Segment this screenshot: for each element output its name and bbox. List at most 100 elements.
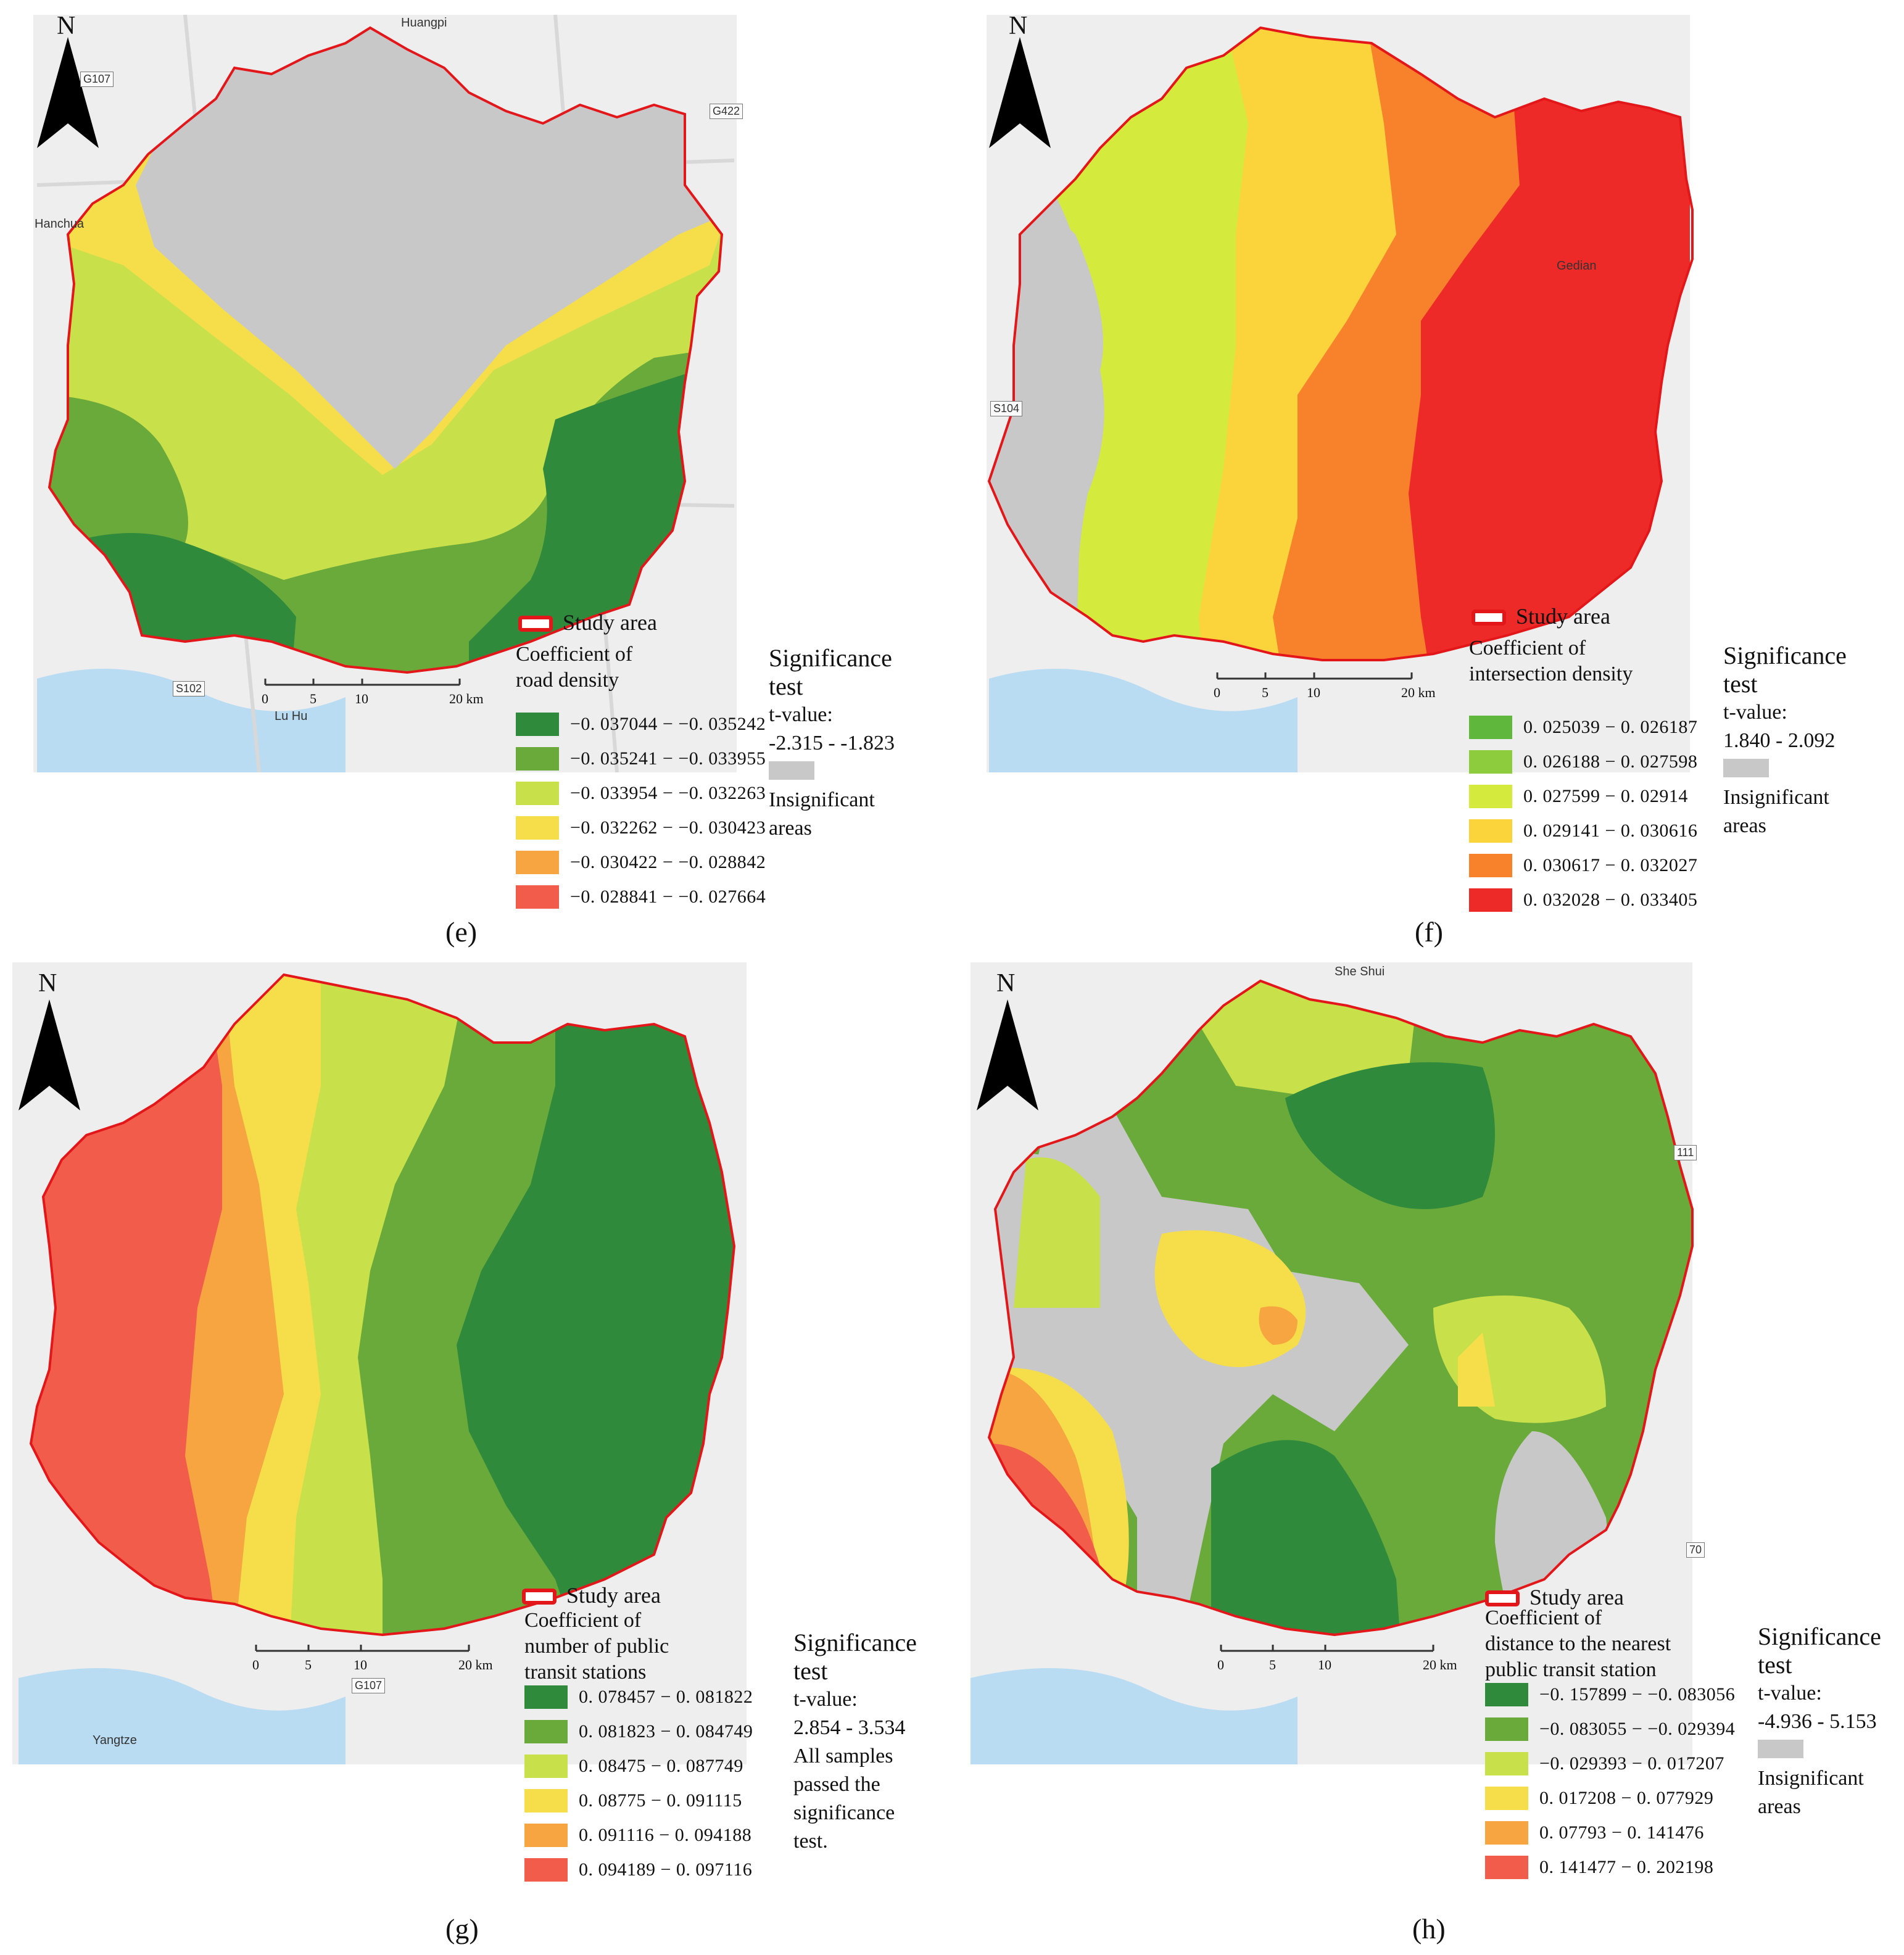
north-arrow-icon	[37, 37, 99, 148]
legend-title: Coefficient of intersection density	[1469, 637, 1633, 685]
t-value-range: -4.936 - 5.153	[1758, 1710, 1877, 1733]
legend-swatch	[1469, 888, 1512, 912]
legend-label: 0. 07793 − 0. 141476	[1539, 1822, 1704, 1843]
study-area-label: Study area	[1529, 1585, 1624, 1610]
study-area-swatch	[518, 616, 553, 632]
legend-label: 0. 032028 − 0. 033405	[1523, 890, 1698, 910]
study-area-label: Study area	[566, 1583, 661, 1608]
legend-label: 0. 025039 − 0. 026187	[1523, 717, 1698, 737]
road-shield: S102	[173, 681, 205, 696]
scale-tick-20: 20 km	[1423, 1657, 1457, 1672]
legend-swatch	[524, 1789, 568, 1812]
legend-label: 0. 027599 − 0. 02914	[1523, 786, 1688, 806]
place-label: Huangpi	[401, 16, 447, 30]
significance-test: Significance test t-value: 1.840 - 2.092…	[1723, 642, 1847, 840]
legend-label: 0. 026188 − 0. 027598	[1523, 751, 1698, 772]
legend-title: Coefficient of number of public transit …	[524, 1609, 669, 1684]
legend-label: −0. 035241 − −0. 033955	[570, 748, 766, 769]
legend-swatch	[516, 747, 559, 771]
legend-label: −0. 032262 − −0. 030423	[570, 817, 766, 838]
legend-swatch	[1469, 716, 1512, 739]
insignificant-swatch	[1758, 1740, 1803, 1758]
legend-label: −0. 157899 − −0. 083056	[1539, 1684, 1736, 1705]
insignificant-swatch	[1723, 759, 1769, 777]
scale-tick-5: 5	[1269, 1657, 1276, 1672]
insignificant-label: Insignificant areas	[1758, 1767, 1864, 1818]
legend-swatch	[516, 851, 559, 874]
legend-label: 0. 08775 − 0. 091115	[579, 1790, 742, 1811]
north-arrow-icon	[989, 37, 1051, 148]
legend-label: 0. 141477 − 0. 202198	[1539, 1857, 1714, 1877]
scale-tick-20: 20 km	[458, 1657, 493, 1672]
scale-bar	[264, 679, 461, 686]
scale-tick-10: 10	[1307, 685, 1320, 700]
place-label: She Shui	[1335, 965, 1385, 978]
legend-title: Coefficient of road density	[516, 643, 633, 692]
t-value-label: t-value:	[1723, 701, 1787, 724]
study-area-swatch	[1485, 1590, 1520, 1606]
scale-tick-5: 5	[1262, 685, 1269, 700]
north-label: N	[1009, 12, 1028, 40]
significance-label: Significance test	[1723, 642, 1847, 698]
place-label: Gedian	[1557, 259, 1597, 273]
north-label: N	[57, 12, 76, 40]
legend-label: −0. 030422 − −0. 028842	[570, 852, 766, 872]
scale-tick-0: 0	[1214, 685, 1220, 700]
legend-swatch	[1469, 785, 1512, 808]
significance-label: Significance test	[769, 644, 892, 700]
panel-caption: (e)	[445, 916, 478, 948]
legend-swatch	[1485, 1752, 1528, 1775]
legend-swatch	[1469, 854, 1512, 877]
scale-bar	[255, 1645, 470, 1652]
legend-swatch	[516, 816, 559, 840]
legend-swatch	[524, 1824, 568, 1847]
road-shield: 111	[1674, 1145, 1697, 1160]
legend-title: Coefficient of distance to the nearest p…	[1485, 1606, 1671, 1681]
legend-swatch	[524, 1685, 568, 1709]
legend-swatch	[524, 1720, 568, 1743]
insignificant-swatch	[769, 761, 814, 780]
legend-label: 0. 08475 − 0. 087749	[579, 1756, 743, 1776]
legend-swatch	[516, 782, 559, 805]
legend-swatch	[1485, 1787, 1528, 1810]
north-label: N	[996, 969, 1016, 998]
scale-tick-0: 0	[252, 1657, 259, 1672]
legend-label: 0. 094189 − 0. 097116	[579, 1859, 753, 1880]
t-value-range: 2.854 - 3.534	[793, 1716, 906, 1739]
study-area-boundary	[48, 26, 724, 674]
panel-caption: (h)	[1412, 1913, 1446, 1945]
study-area-swatch	[522, 1589, 557, 1605]
scale-tick-5: 5	[305, 1657, 312, 1672]
legend-label: 0. 081823 − 0. 084749	[579, 1721, 753, 1742]
study-area-label: Study area	[563, 610, 657, 635]
legend-swatch	[1469, 750, 1512, 774]
t-value-label: t-value:	[793, 1688, 858, 1711]
insignificant-label: Insignificant areas	[769, 788, 875, 840]
legend-label: −0. 033954 − −0. 032263	[570, 783, 766, 803]
legend-swatch	[1469, 819, 1512, 843]
scale-tick-20: 20 km	[1401, 685, 1436, 700]
significance-test: Significance test t-value: 2.854 - 3.534…	[793, 1629, 917, 1856]
legend-label: 0. 030617 − 0. 032027	[1523, 855, 1698, 875]
legend-swatch	[516, 713, 559, 736]
panel-e: N 0 5 10 20 km Huangpi Hanchua Lu Hu G10…	[0, 0, 952, 962]
scale-bar	[1220, 1645, 1434, 1652]
north-arrow-icon	[977, 999, 1038, 1110]
legend-swatch	[1485, 1856, 1528, 1879]
t-value-range: -2.315 - -1.823	[769, 732, 895, 754]
legend-swatch	[524, 1858, 568, 1882]
legend-swatch	[1485, 1717, 1528, 1741]
scale-tick-10: 10	[355, 691, 368, 706]
study-area-swatch	[1471, 610, 1506, 626]
scale-tick-10: 10	[1318, 1657, 1331, 1672]
map-h	[971, 962, 1694, 1764]
scale-tick-0: 0	[262, 691, 268, 706]
scale-tick-20: 20 km	[449, 691, 484, 706]
place-label: Yangtze	[93, 1734, 137, 1747]
scale-tick-0: 0	[1217, 1657, 1224, 1672]
road-shield: 70	[1686, 1542, 1705, 1558]
legend-swatch	[1485, 1821, 1528, 1845]
significance-label: Significance test	[1758, 1622, 1881, 1679]
legend-label: 0. 029141 − 0. 030616	[1523, 820, 1698, 841]
panel-h: N 0 5 10 20 km She Shui 111 70 Study are…	[952, 962, 1904, 1955]
